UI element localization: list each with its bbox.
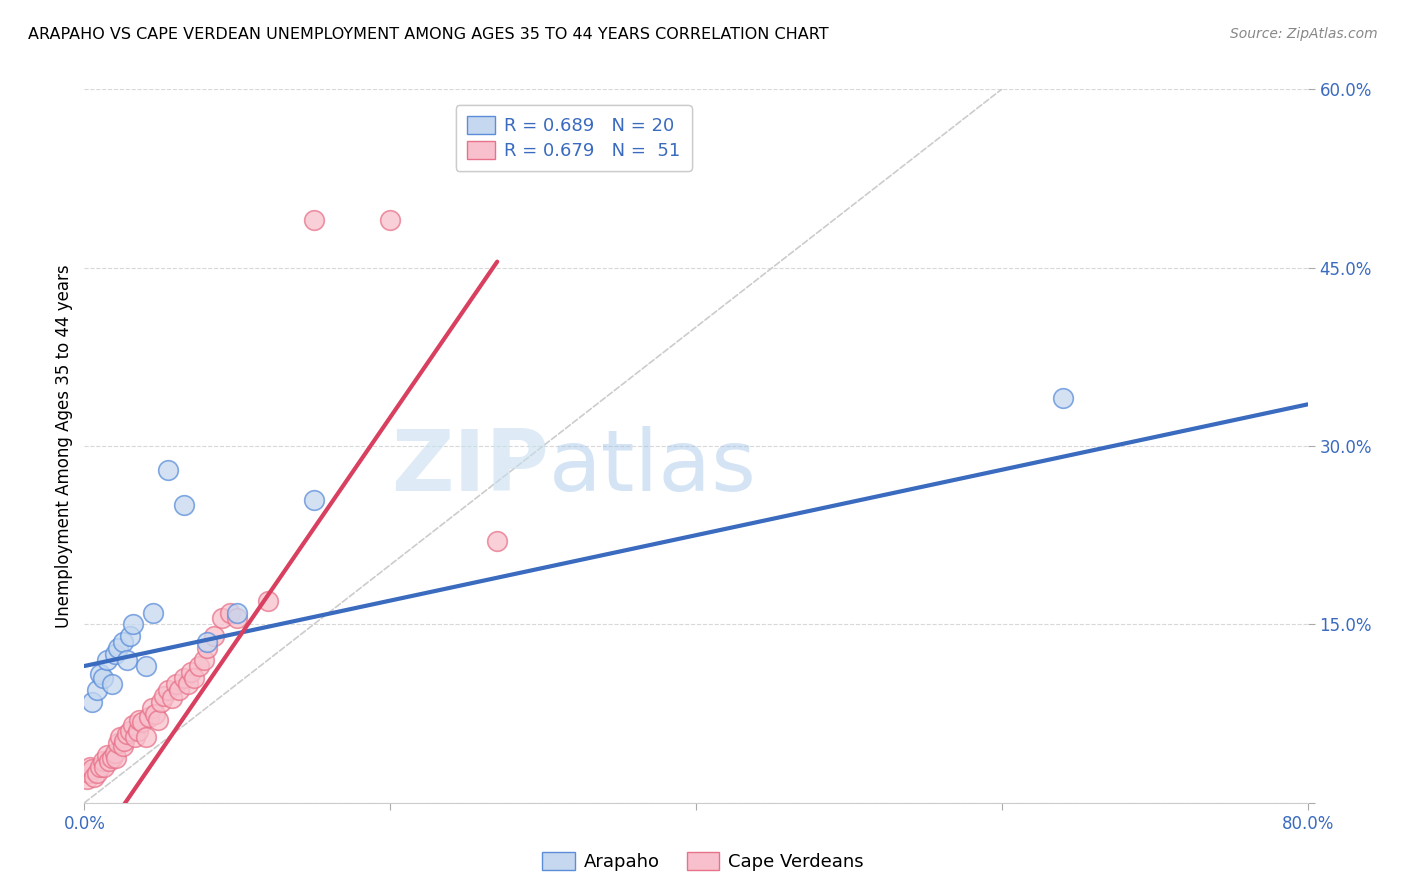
Point — [218, 606, 240, 620]
Point — [202, 629, 225, 643]
Point — [77, 766, 100, 780]
Point — [89, 667, 111, 681]
Point — [195, 641, 218, 656]
Point — [80, 695, 103, 709]
Point — [111, 739, 134, 753]
Point — [105, 750, 128, 764]
Point — [86, 682, 108, 697]
Point — [302, 213, 325, 227]
Point — [101, 677, 124, 691]
Point — [173, 499, 195, 513]
Point — [180, 665, 202, 679]
Point — [226, 611, 249, 625]
Point — [104, 647, 127, 661]
Point — [91, 671, 114, 685]
Point — [127, 724, 149, 739]
Point — [146, 713, 169, 727]
Point — [157, 682, 180, 697]
Point — [96, 653, 118, 667]
Point — [173, 671, 195, 685]
Point — [157, 463, 180, 477]
Point — [177, 677, 200, 691]
Point — [138, 710, 160, 724]
Point — [135, 731, 157, 745]
Point — [120, 724, 142, 739]
Point — [1052, 392, 1074, 406]
Point — [141, 700, 163, 714]
Point — [112, 734, 135, 748]
Text: ARAPAHO VS CAPE VERDEAN UNEMPLOYMENT AMONG AGES 35 TO 44 YEARS CORRELATION CHART: ARAPAHO VS CAPE VERDEAN UNEMPLOYMENT AMO… — [28, 27, 828, 42]
Point — [91, 754, 114, 768]
Text: Source: ZipAtlas.com: Source: ZipAtlas.com — [1230, 27, 1378, 41]
Text: ZIP: ZIP — [391, 425, 550, 509]
Legend: R = 0.689   N = 20, R = 0.679   N =  51: R = 0.689 N = 20, R = 0.679 N = 51 — [456, 105, 692, 171]
Point — [195, 635, 218, 649]
Point — [128, 713, 150, 727]
Point — [153, 689, 176, 703]
Point — [80, 763, 103, 777]
Point — [79, 760, 101, 774]
Point — [89, 760, 111, 774]
Point — [211, 611, 233, 625]
Point — [107, 641, 129, 656]
Point — [76, 772, 98, 786]
Point — [104, 746, 127, 760]
Point — [93, 760, 115, 774]
Point — [101, 750, 124, 764]
Point — [122, 617, 145, 632]
Point — [83, 770, 105, 784]
Point — [226, 606, 249, 620]
Point — [96, 748, 118, 763]
Point — [143, 706, 166, 721]
Point — [486, 534, 509, 549]
Point — [97, 754, 120, 768]
Y-axis label: Unemployment Among Ages 35 to 44 years: Unemployment Among Ages 35 to 44 years — [55, 264, 73, 628]
Point — [160, 691, 183, 706]
Point — [142, 606, 165, 620]
Text: atlas: atlas — [550, 425, 758, 509]
Point — [257, 593, 280, 607]
Point — [131, 714, 153, 729]
Point — [122, 718, 145, 732]
Point — [380, 213, 402, 227]
Point — [302, 492, 325, 507]
Point — [167, 682, 190, 697]
Point — [188, 659, 211, 673]
Point — [111, 635, 134, 649]
Point — [120, 629, 142, 643]
Point — [193, 653, 215, 667]
Point — [124, 731, 146, 745]
Point — [86, 766, 108, 780]
Point — [107, 736, 129, 750]
Point — [165, 677, 187, 691]
Point — [183, 671, 205, 685]
Point — [149, 695, 172, 709]
Legend: Arapaho, Cape Verdeans: Arapaho, Cape Verdeans — [534, 846, 872, 879]
Point — [115, 653, 138, 667]
Point — [135, 659, 157, 673]
Point — [108, 731, 131, 745]
Point — [115, 727, 138, 741]
